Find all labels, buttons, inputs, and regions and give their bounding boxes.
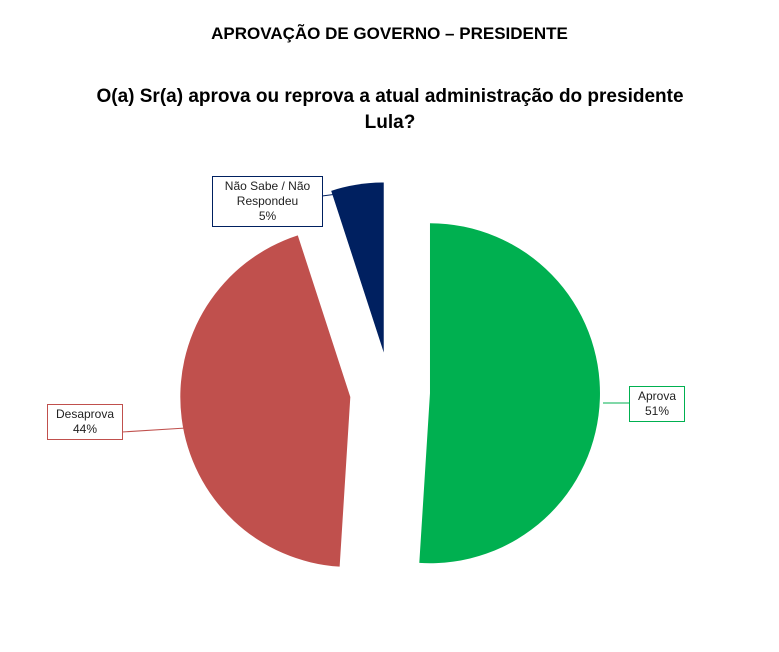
data-label: Não Sabe / Não Respondeu 5%: [212, 176, 323, 227]
chart-title: APROVAÇÃO DE GOVERNO – PRESIDENTE: [211, 24, 568, 43]
leader-line: [121, 427, 187, 433]
pie-slice: [180, 235, 351, 567]
pie-slice: [419, 223, 600, 564]
label-value: 44%: [72, 422, 98, 436]
data-label: Desaprova 44%: [47, 404, 123, 440]
chart-subtitle: O(a) Sr(a) aprova ou reprova a atual adm…: [96, 86, 684, 133]
data-label: Aprova 51%: [629, 386, 685, 422]
label-value: 5%: [258, 209, 277, 223]
pie-slice: [331, 182, 384, 353]
label-category: Não Sabe / Não Respondeu: [224, 179, 311, 208]
label-category: Desaprova: [55, 407, 115, 421]
label-value: 51%: [644, 404, 670, 418]
label-category: Aprova: [637, 389, 677, 403]
